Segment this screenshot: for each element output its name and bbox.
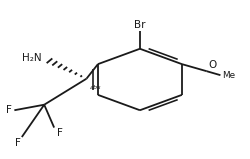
- Text: abs: abs: [90, 85, 102, 90]
- Text: F: F: [6, 105, 12, 115]
- Text: Me: Me: [222, 71, 235, 80]
- Text: O: O: [208, 60, 216, 70]
- Text: Br: Br: [134, 20, 146, 30]
- Text: F: F: [57, 128, 62, 138]
- Text: H₂N: H₂N: [22, 53, 42, 63]
- Text: F: F: [15, 138, 20, 148]
